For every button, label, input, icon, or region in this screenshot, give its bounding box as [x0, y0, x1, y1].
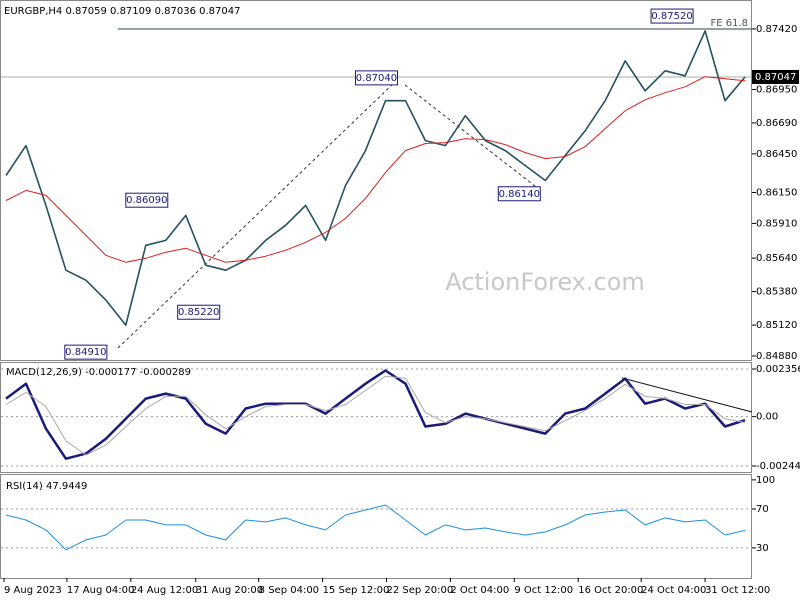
rsi-readout: 47.9449 — [46, 481, 87, 492]
macd-header: MACD(12,26,9) -0.000177 -0.000289 — [6, 367, 191, 378]
y-tick-label: 0.002356 — [756, 364, 800, 375]
price-marker-label: 0.84910 — [65, 347, 106, 358]
indicator: RSI(14) — [6, 481, 43, 492]
x-tick-label: 17 Aug 04:00 — [67, 585, 134, 596]
x-tick-label: 9 Oct 12:00 — [514, 585, 573, 596]
x-tick-label: 9 Aug 2023 — [4, 585, 62, 596]
series-line — [5, 504, 746, 551]
x-tick-label: 22 Sep 20:00 — [386, 585, 453, 596]
price-marker-label: 0.85220 — [178, 307, 219, 318]
price-marker — [354, 70, 398, 86]
rsi-panel — [0, 474, 752, 579]
x-tick-label: 24 Aug 12:00 — [131, 585, 198, 596]
price-marker-label: 0.86140 — [499, 189, 540, 200]
watermark: ActionForex.com — [445, 268, 645, 296]
x-tick-label: 2 Oct 04:00 — [450, 585, 509, 596]
open: 0.87059 — [65, 6, 106, 17]
series-line — [5, 76, 746, 263]
y-tick-label: 0.86150 — [756, 187, 797, 198]
macd-readout: -0.000177 — [85, 367, 136, 378]
y-tick-label: 0.86950 — [756, 84, 797, 95]
y-tick-label: 0.86450 — [756, 149, 797, 160]
close: 0.87047 — [199, 6, 240, 17]
y-tick-label: 0.86690 — [756, 118, 797, 129]
indicator: MACD(12,26,9) — [6, 367, 82, 378]
macd-panel — [0, 362, 752, 473]
series-line — [5, 30, 746, 326]
y-tick-label: 0.85910 — [756, 218, 797, 229]
series-line — [5, 369, 746, 460]
x-tick-label: 31 Aug 20:00 — [196, 585, 263, 596]
price-marker — [177, 304, 221, 320]
y-tick-label: 0.87420 — [756, 24, 797, 35]
price-header: EURGBP,H4 0.87059 0.87109 0.87036 0.8704… — [4, 6, 240, 17]
y-tick-label: 0.85380 — [756, 287, 797, 298]
price-marker-label: 0.87520 — [651, 11, 692, 22]
x-tick-label: 8 Sep 04:00 — [259, 585, 319, 596]
price-marker-label: 0.86090 — [126, 195, 167, 206]
fe-label: FE 61.8 — [710, 18, 748, 29]
current-price-label: 0.87047 — [755, 72, 796, 83]
high: 0.87109 — [110, 6, 151, 17]
trend-line — [621, 377, 753, 413]
x-tick-label: 16 Oct 20:00 — [578, 585, 643, 596]
x-tick-label: 24 Oct 04:00 — [641, 585, 706, 596]
trend-line — [117, 81, 396, 349]
y-tick-label: 30 — [756, 543, 769, 554]
price-marker-label: 0.87040 — [356, 73, 397, 84]
y-tick-label: 0.84880 — [756, 351, 797, 362]
price-marker — [125, 192, 169, 208]
y-tick-label: -0.002442 — [756, 461, 800, 472]
price-marker — [497, 186, 541, 202]
current-price-box — [752, 69, 799, 84]
x-tick-label: 15 Sep 12:00 — [323, 585, 390, 596]
y-tick-label: 0.00 — [756, 412, 778, 423]
price-marker — [64, 344, 108, 360]
price-marker — [650, 8, 694, 24]
trend-line — [404, 84, 541, 191]
series-line — [5, 375, 746, 456]
price-panel — [0, 0, 752, 361]
rsi-header: RSI(14) 47.9449 — [6, 481, 87, 492]
low: 0.87036 — [155, 6, 196, 17]
y-tick-label: 70 — [756, 504, 769, 515]
x-tick-label: 31 Oct 12:00 — [705, 585, 770, 596]
y-tick-label: 0.85640 — [756, 253, 797, 264]
symbol: EURGBP,H4 — [4, 6, 62, 17]
signal-readout: -0.000289 — [140, 367, 191, 378]
y-tick-label: 0.85120 — [756, 320, 797, 331]
y-tick-label: 100 — [756, 475, 775, 486]
